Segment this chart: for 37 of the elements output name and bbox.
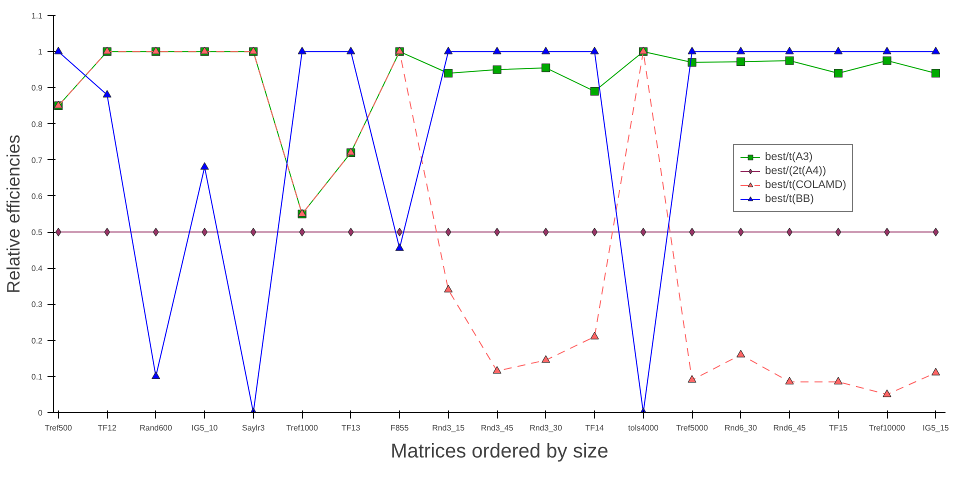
y-tick-label: 0.5 xyxy=(31,228,44,238)
x-tick-label: Rnd3_45 xyxy=(480,424,514,432)
x-tick-label: Tref500 xyxy=(44,424,73,432)
x-axis-title: Matrices ordered by size xyxy=(390,440,608,462)
x-tick-label: IG5_15 xyxy=(922,424,950,432)
x-tick-label: TF15 xyxy=(828,424,848,432)
x-tick-label: Saylr3 xyxy=(242,424,266,432)
y-tick-label: 0.2 xyxy=(31,336,44,346)
x-tick-label: Rnd6_30 xyxy=(724,424,758,432)
x-tick-label: F855 xyxy=(390,424,410,432)
y-tick-label: 0.7 xyxy=(31,156,44,165)
y-tick-label: 0.4 xyxy=(31,264,44,274)
y-tick-label: 1 xyxy=(38,48,44,57)
x-tick-label: Rnd3_30 xyxy=(530,424,563,432)
x-tick-label: Tref10000 xyxy=(868,424,906,432)
x-tick-label: Rnd3_15 xyxy=(432,424,466,432)
y-tick-label: 0.1 xyxy=(31,372,44,382)
y-tick-label: 1.1 xyxy=(31,12,44,20)
y-tick-label: 0.6 xyxy=(31,192,44,201)
x-tick-label: TF12 xyxy=(98,424,118,432)
x-tick-label: Tref1000 xyxy=(286,424,318,432)
x-tick-label: Tref5000 xyxy=(676,424,708,432)
y-tick-label: 0.3 xyxy=(31,300,44,310)
x-tick-label: TF14 xyxy=(585,424,604,432)
legend-label: best/t(BB) xyxy=(765,193,814,205)
x-tick-label: tols4000 xyxy=(628,424,659,432)
legend-label: best/t(A3) xyxy=(765,151,813,163)
x-tick-label: Rand600 xyxy=(140,424,173,432)
x-tick-label: IG5_10 xyxy=(191,424,218,432)
y-axis-title: Relative efficiencies xyxy=(3,134,24,294)
legend-label: best/(2t(A4)) xyxy=(765,165,826,177)
legend-label: best/t(COLAMD) xyxy=(765,179,846,191)
x-tick-label: TF13 xyxy=(341,424,361,432)
y-tick-label: 0 xyxy=(38,408,44,418)
y-tick-label: 0.8 xyxy=(31,120,44,129)
x-tick-label: Rnd6_45 xyxy=(773,424,806,432)
y-tick-label: 0.9 xyxy=(31,84,44,93)
